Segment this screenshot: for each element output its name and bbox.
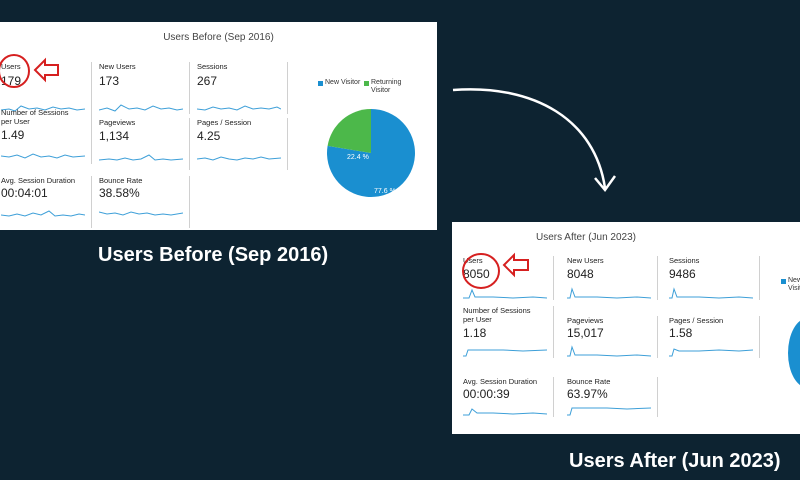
- metric-pages-per-session: Pages / Session 1.58: [669, 316, 760, 358]
- pie-label-new: 77.6 %: [374, 188, 396, 195]
- sparkline: [463, 408, 547, 416]
- metric-bounce-rate: Bounce Rate 63.97%: [567, 377, 658, 417]
- metric-sessions: Sessions 9486: [669, 256, 760, 300]
- arrow-head-icon: [594, 175, 617, 193]
- metric-users: Users 8050: [463, 256, 554, 300]
- sparkline: [463, 288, 547, 299]
- legend-returning-swatch: [364, 81, 369, 86]
- before-caption: Users Before (Sep 2016): [98, 244, 329, 266]
- red-arrow-icon: [502, 252, 529, 278]
- sparkline: [1, 153, 85, 159]
- sparkline: [99, 211, 183, 216]
- pie-label-returning: 22.4 %: [347, 154, 369, 161]
- metric-new-users: New Users 8048: [567, 256, 658, 300]
- metric-bounce-rate: Bounce Rate 38.58%: [99, 176, 190, 228]
- metric-pages-per-session: Pages / Session 4.25: [197, 118, 288, 170]
- sparkline: [99, 154, 183, 161]
- after-caption: Users After (Jun 2023): [569, 450, 781, 472]
- visitor-pie-chart-partial: [788, 318, 800, 388]
- transition-arrow: [452, 88, 617, 193]
- highlight-annotation: [0, 54, 59, 88]
- legend-new-swatch: [781, 279, 786, 284]
- metric-sessions: Sessions 267: [197, 62, 288, 114]
- sparkline: [567, 287, 651, 299]
- sparkline: [1, 210, 85, 217]
- sparkline: [1, 105, 85, 112]
- metric-avg-session-duration: Avg. Session Duration 00:04:01: [1, 176, 92, 228]
- metric-pageviews: Pageviews 1,134: [99, 118, 190, 170]
- before-panel-title: Users Before (Sep 2016): [163, 32, 274, 43]
- sparkline: [669, 287, 753, 299]
- red-arrow-icon: [33, 57, 59, 83]
- legend-returning-label: Returning Visitor: [371, 79, 402, 94]
- metric-pageviews: Pageviews 15,017: [567, 316, 658, 358]
- highlight-circle: [0, 54, 30, 88]
- sparkline: [463, 349, 547, 357]
- legend-new-swatch: [318, 81, 323, 86]
- metric-avg-session-duration: Avg. Session Duration 00:00:39: [463, 377, 554, 417]
- sparkline: [567, 407, 651, 416]
- sparkline: [197, 105, 281, 111]
- metric-new-users: New Users 173: [99, 62, 190, 114]
- pie-slice-returning-visitor: [327, 109, 371, 153]
- sparkline: [99, 104, 183, 112]
- highlight-annotation: [462, 252, 529, 289]
- visitor-pie-chart: 22.4 % 77.6 %: [327, 109, 415, 197]
- sparkline: [197, 156, 281, 161]
- metric-sessions-per-user: Number of Sessions per User 1.18: [463, 306, 554, 358]
- legend-new-label: New Visitor: [325, 79, 361, 86]
- sparkline: [567, 345, 651, 357]
- sparkline: [669, 348, 753, 357]
- users-before-panel: Users Before (Sep 2016) Users 179 New Us…: [0, 22, 437, 230]
- users-after-panel: Users After (Jun 2023) Users 8050 New Us…: [452, 222, 800, 434]
- legend-new-label: New Visit: [788, 277, 800, 292]
- metric-sessions-per-user: Number of Sessions per User 1.49: [1, 108, 92, 164]
- highlight-circle: [462, 253, 500, 289]
- after-panel-title: Users After (Jun 2023): [535, 232, 637, 243]
